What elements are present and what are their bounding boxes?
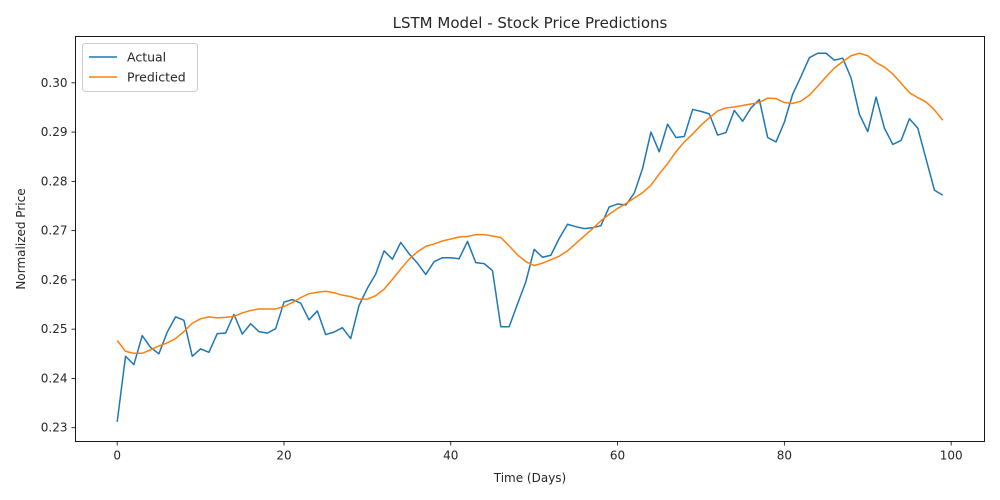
series-line-actual [117, 53, 943, 422]
y-tick-label: 0.28 [41, 174, 68, 188]
y-tick-label: 0.27 [41, 224, 68, 238]
legend-label-actual: Actual [127, 50, 166, 65]
y-tick-label: 0.24 [41, 371, 68, 385]
plot-lines [117, 53, 943, 422]
y-tick-label: 0.25 [41, 322, 68, 336]
legend: Actual Predicted [83, 44, 198, 92]
y-tick-label: 0.26 [41, 273, 68, 287]
y-tick-label: 0.23 [41, 421, 68, 435]
x-tick-label: 20 [276, 449, 291, 463]
chart-title: LSTM Model - Stock Price Predictions [393, 14, 668, 32]
x-axis-ticks: 0 20 40 60 80 100 [113, 442, 962, 463]
x-tick-label: 0 [113, 449, 121, 463]
series-line-predicted [117, 53, 943, 353]
legend-label-predicted: Predicted [127, 70, 186, 85]
plot-frame [76, 37, 985, 442]
y-axis-ticks: 0.23 0.24 0.25 0.26 0.27 0.28 0.29 0.30 [41, 76, 76, 435]
y-axis-label: Normalized Price [14, 188, 28, 289]
x-tick-label: 80 [777, 449, 792, 463]
x-axis-label: Time (Days) [493, 471, 567, 485]
x-tick-label: 40 [443, 449, 458, 463]
y-tick-label: 0.29 [41, 125, 68, 139]
x-tick-label: 100 [940, 449, 963, 463]
y-tick-label: 0.30 [41, 76, 68, 90]
x-tick-label: 60 [610, 449, 625, 463]
